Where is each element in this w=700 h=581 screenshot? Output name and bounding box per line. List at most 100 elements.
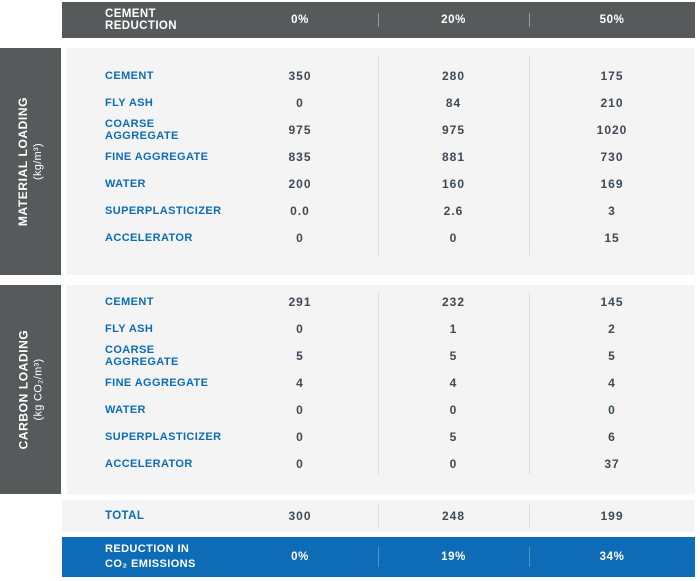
total-value-1: 248 xyxy=(441,509,466,523)
row-value: 4 xyxy=(608,375,616,390)
total-label: TOTAL xyxy=(105,510,145,522)
table-row: FLY ASH 0 84 210 xyxy=(67,89,695,116)
row-value: 0 xyxy=(296,456,304,471)
co2-reduction-label: REDUCTION IN CO₂ EMISSIONS xyxy=(62,542,222,572)
row-value: 169 xyxy=(600,176,624,191)
sidebar-carbon-loading: CARBON LOADING (kg CO₂/m³) xyxy=(0,285,61,494)
column-divider xyxy=(378,505,379,527)
row-label: FLY ASH xyxy=(105,322,154,335)
row-value: 350 xyxy=(288,68,312,83)
table-row: CEMENT 291 232 145 xyxy=(67,288,695,315)
header-column-50: 50% xyxy=(599,14,625,26)
row-value: 0 xyxy=(296,429,304,444)
row-value: 291 xyxy=(288,294,312,309)
table-row: ACCELERATOR 0 0 15 xyxy=(67,224,695,251)
row-value: 5 xyxy=(608,348,616,363)
row-value: 0 xyxy=(296,402,304,417)
column-divider xyxy=(529,547,530,567)
row-value: 975 xyxy=(288,122,312,137)
column-divider xyxy=(378,56,379,255)
row-value: 1020 xyxy=(596,122,628,137)
row-value: 0 xyxy=(296,95,304,110)
row-value: 84 xyxy=(445,95,462,110)
co2-reduction-label-line1: REDUCTION IN xyxy=(105,543,190,556)
row-value: 37 xyxy=(604,456,620,471)
table-row: COARSE AGGREGATE 5 5 5 xyxy=(67,342,695,369)
row-value: 0 xyxy=(449,230,458,245)
row-value: 730 xyxy=(600,149,624,164)
co2-reduction-value-2: 34% xyxy=(599,551,625,563)
column-divider xyxy=(529,505,530,527)
row-value: 0.0 xyxy=(290,203,310,218)
row-value: 160 xyxy=(441,176,466,191)
material-loading-panel: CEMENT 350 280 175 FLY ASH 0 84 210 COAR… xyxy=(67,48,695,275)
table-row: FINE AGGREGATE 4 4 4 xyxy=(67,369,695,396)
row-value: 210 xyxy=(600,95,624,110)
row-value: 835 xyxy=(288,149,312,164)
row-value: 15 xyxy=(604,230,620,245)
co2-reduction-bar: REDUCTION IN CO₂ EMISSIONS 0% 19% 34% xyxy=(62,537,695,577)
co2-reduction-value-1: 19% xyxy=(441,551,466,563)
row-label: FLY ASH xyxy=(105,96,154,109)
row-value: 0 xyxy=(296,230,304,245)
row-label: SUPERPLASTICIZER xyxy=(105,204,222,217)
row-label: COARSE AGGREGATE xyxy=(105,117,179,142)
row-label: ACCELERATOR xyxy=(105,457,193,470)
row-value: 5 xyxy=(449,348,458,363)
table-row: COARSE AGGREGATE 975 975 1020 xyxy=(67,116,695,143)
row-label: CEMENT xyxy=(105,295,154,308)
row-value: 4 xyxy=(449,375,458,390)
row-value: 0 xyxy=(449,402,458,417)
column-divider xyxy=(378,293,379,474)
row-value: 5 xyxy=(296,348,304,363)
table-row: FINE AGGREGATE 835 881 730 xyxy=(67,143,695,170)
header-column-divider xyxy=(529,13,530,27)
row-value: 0 xyxy=(608,402,616,417)
row-value: 145 xyxy=(600,294,624,309)
row-value: 175 xyxy=(600,68,624,83)
row-value: 975 xyxy=(441,122,466,137)
row-label: ACCELERATOR xyxy=(105,231,193,244)
row-value: 5 xyxy=(449,429,458,444)
table-row: SUPERPLASTICIZER 0 5 6 xyxy=(67,423,695,450)
total-value-0: 300 xyxy=(288,509,312,523)
section-title: MATERIAL LOADING xyxy=(15,96,30,227)
column-divider xyxy=(529,293,530,474)
sidebar-carbon-loading-text: CARBON LOADING (kg CO₂/m³) xyxy=(15,330,46,450)
header-column-divider xyxy=(378,13,379,27)
table-row: ACCELERATOR 0 0 37 xyxy=(67,450,695,477)
row-label: COARSE AGGREGATE xyxy=(105,343,179,368)
row-value: 2.6 xyxy=(443,203,464,218)
row-value: 1 xyxy=(449,321,458,336)
row-value: 881 xyxy=(441,149,466,164)
total-row: TOTAL 300 248 199 xyxy=(62,500,695,532)
row-value: 232 xyxy=(441,294,466,309)
carbon-loading-panel: CEMENT 291 232 145 FLY ASH 0 1 2 COARSE … xyxy=(67,285,695,494)
co2-reduction-value-0: 0% xyxy=(291,551,309,563)
row-value: 3 xyxy=(608,203,616,218)
header-column-0: 0% xyxy=(291,14,309,26)
sidebar-material-loading-text: MATERIAL LOADING (kg/m³) xyxy=(15,97,46,226)
co2-reduction-label-line2: CO₂ EMISSIONS xyxy=(105,558,196,570)
row-label: FINE AGGREGATE xyxy=(105,150,209,163)
table-row: CEMENT 350 280 175 xyxy=(67,62,695,89)
section-unit: (kg CO₂/m³) xyxy=(32,358,45,421)
sidebar-material-loading: MATERIAL LOADING (kg/m³) xyxy=(0,48,61,275)
row-label: CEMENT xyxy=(105,69,154,82)
section-unit: (kg/m³) xyxy=(32,143,45,180)
row-value: 4 xyxy=(296,375,304,390)
header-title: CEMENT REDUCTION xyxy=(105,8,177,32)
row-value: 0 xyxy=(449,456,458,471)
row-value: 0 xyxy=(296,321,304,336)
row-label: WATER xyxy=(105,177,146,190)
header-bar: CEMENT REDUCTION 0% 20% 50% xyxy=(62,2,695,38)
section-title: CARBON LOADING xyxy=(15,329,30,450)
row-label: FINE AGGREGATE xyxy=(105,376,209,389)
row-value: 2 xyxy=(608,321,616,336)
row-value: 280 xyxy=(441,68,466,83)
table-row: SUPERPLASTICIZER 0.0 2.6 3 xyxy=(67,197,695,224)
table-row: FLY ASH 0 1 2 xyxy=(67,315,695,342)
row-label: WATER xyxy=(105,403,146,416)
total-value-2: 199 xyxy=(600,509,624,523)
